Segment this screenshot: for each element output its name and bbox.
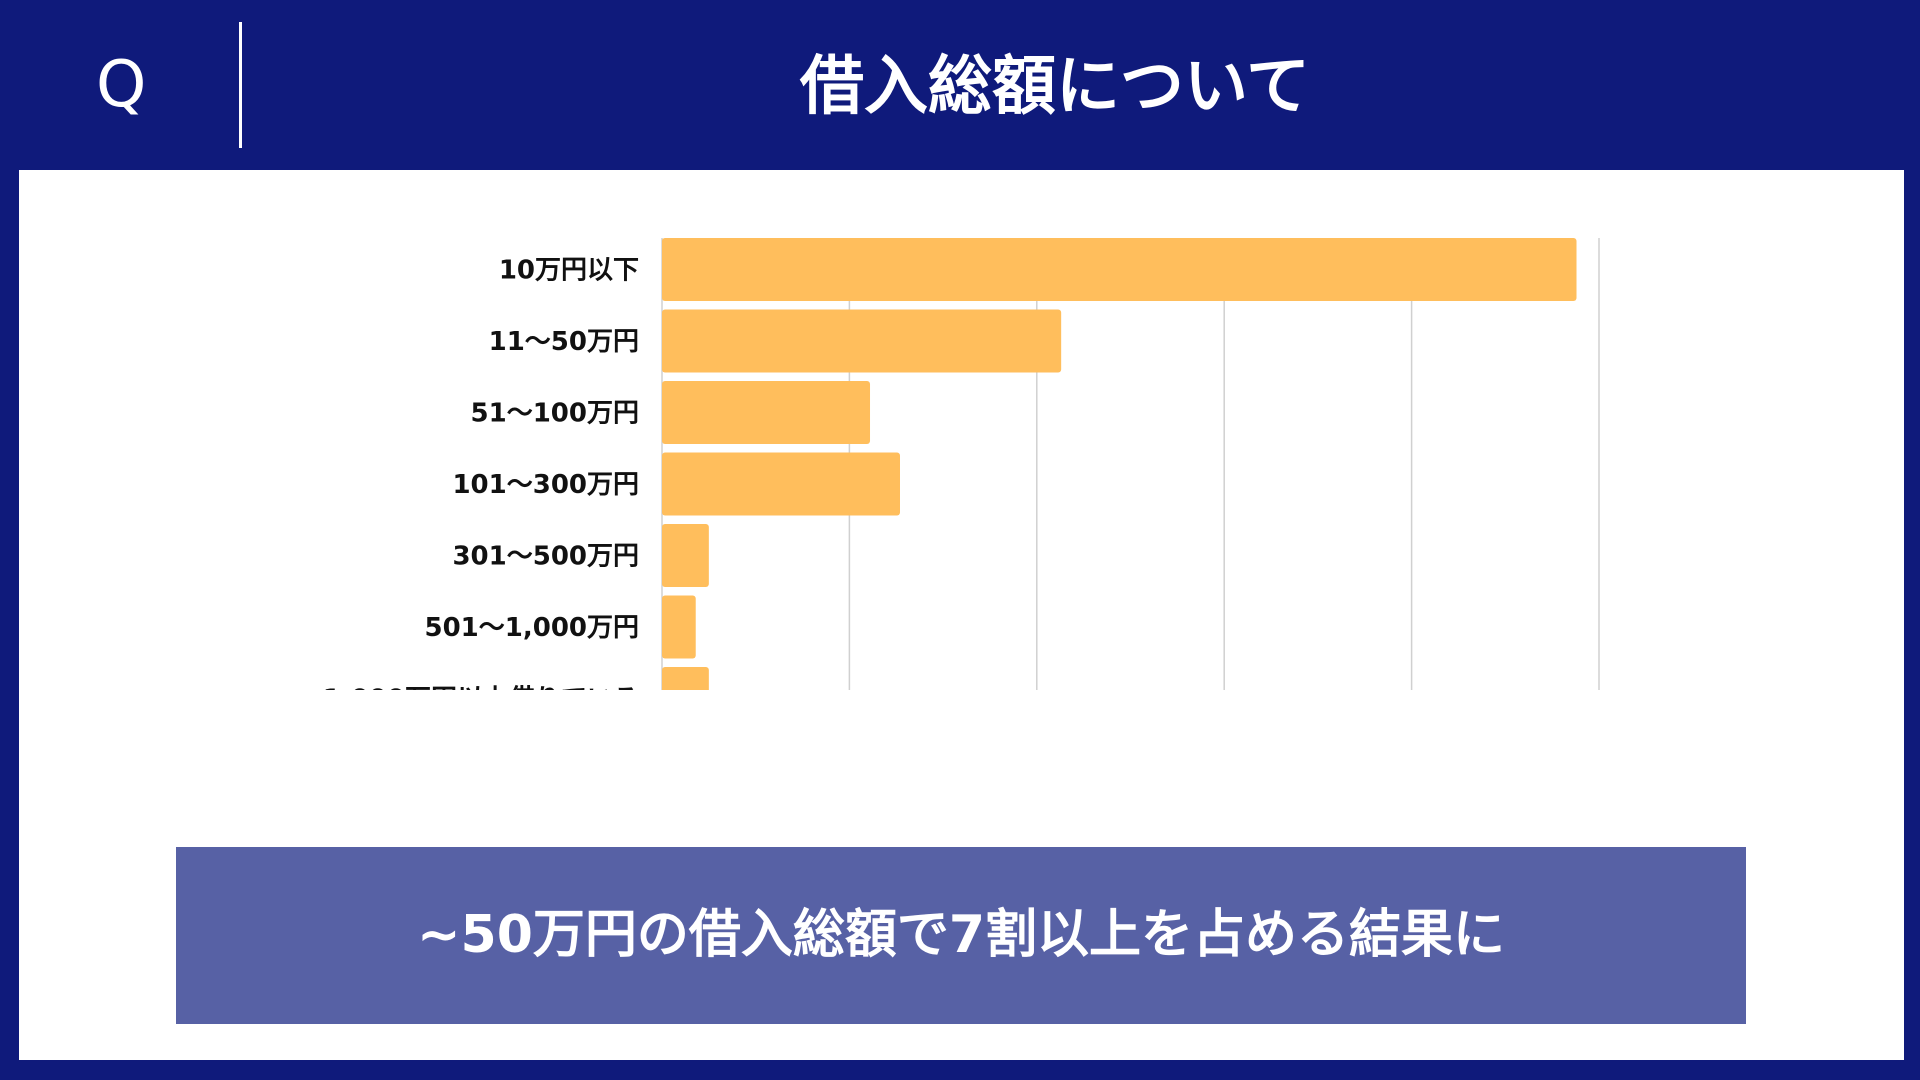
header-divider [239,22,242,148]
bar [662,309,1062,373]
page-title: 借入総額について [799,50,1311,124]
conclusion-box: ~50万円の借入総額で7割以上を占める結果に [176,847,1746,1024]
bar [662,238,1577,301]
bar [662,452,900,516]
category-label: 1,000万円以上借りている [323,685,639,691]
bar [662,524,709,587]
bars [662,238,1577,690]
header: Q 借入総額について [0,0,1920,170]
category-label: 10万円以下 [499,256,639,286]
chart-panel: 10万円以下 11〜50万円 51〜100万円 101〜300万円 301〜500万円 5… [19,170,1904,1060]
question-mark-label: Q [96,48,147,122]
category-label: 11〜50万円 [489,327,639,357]
bar-chart: 10万円以下 11〜50万円 51〜100万円 101〜300万円 301〜500万円 5… [323,238,1600,691]
bar [662,595,696,659]
category-label: 501〜1,000万円 [424,613,639,643]
category-label: 101〜300万円 [452,470,639,500]
bar [662,667,709,690]
category-labels: 10万円以下 11〜50万円 51〜100万円 101〜300万円 301〜500万円 5… [323,256,639,691]
category-label: 51〜100万円 [471,399,639,429]
bar [662,381,871,444]
category-label: 301〜500万円 [452,542,639,572]
